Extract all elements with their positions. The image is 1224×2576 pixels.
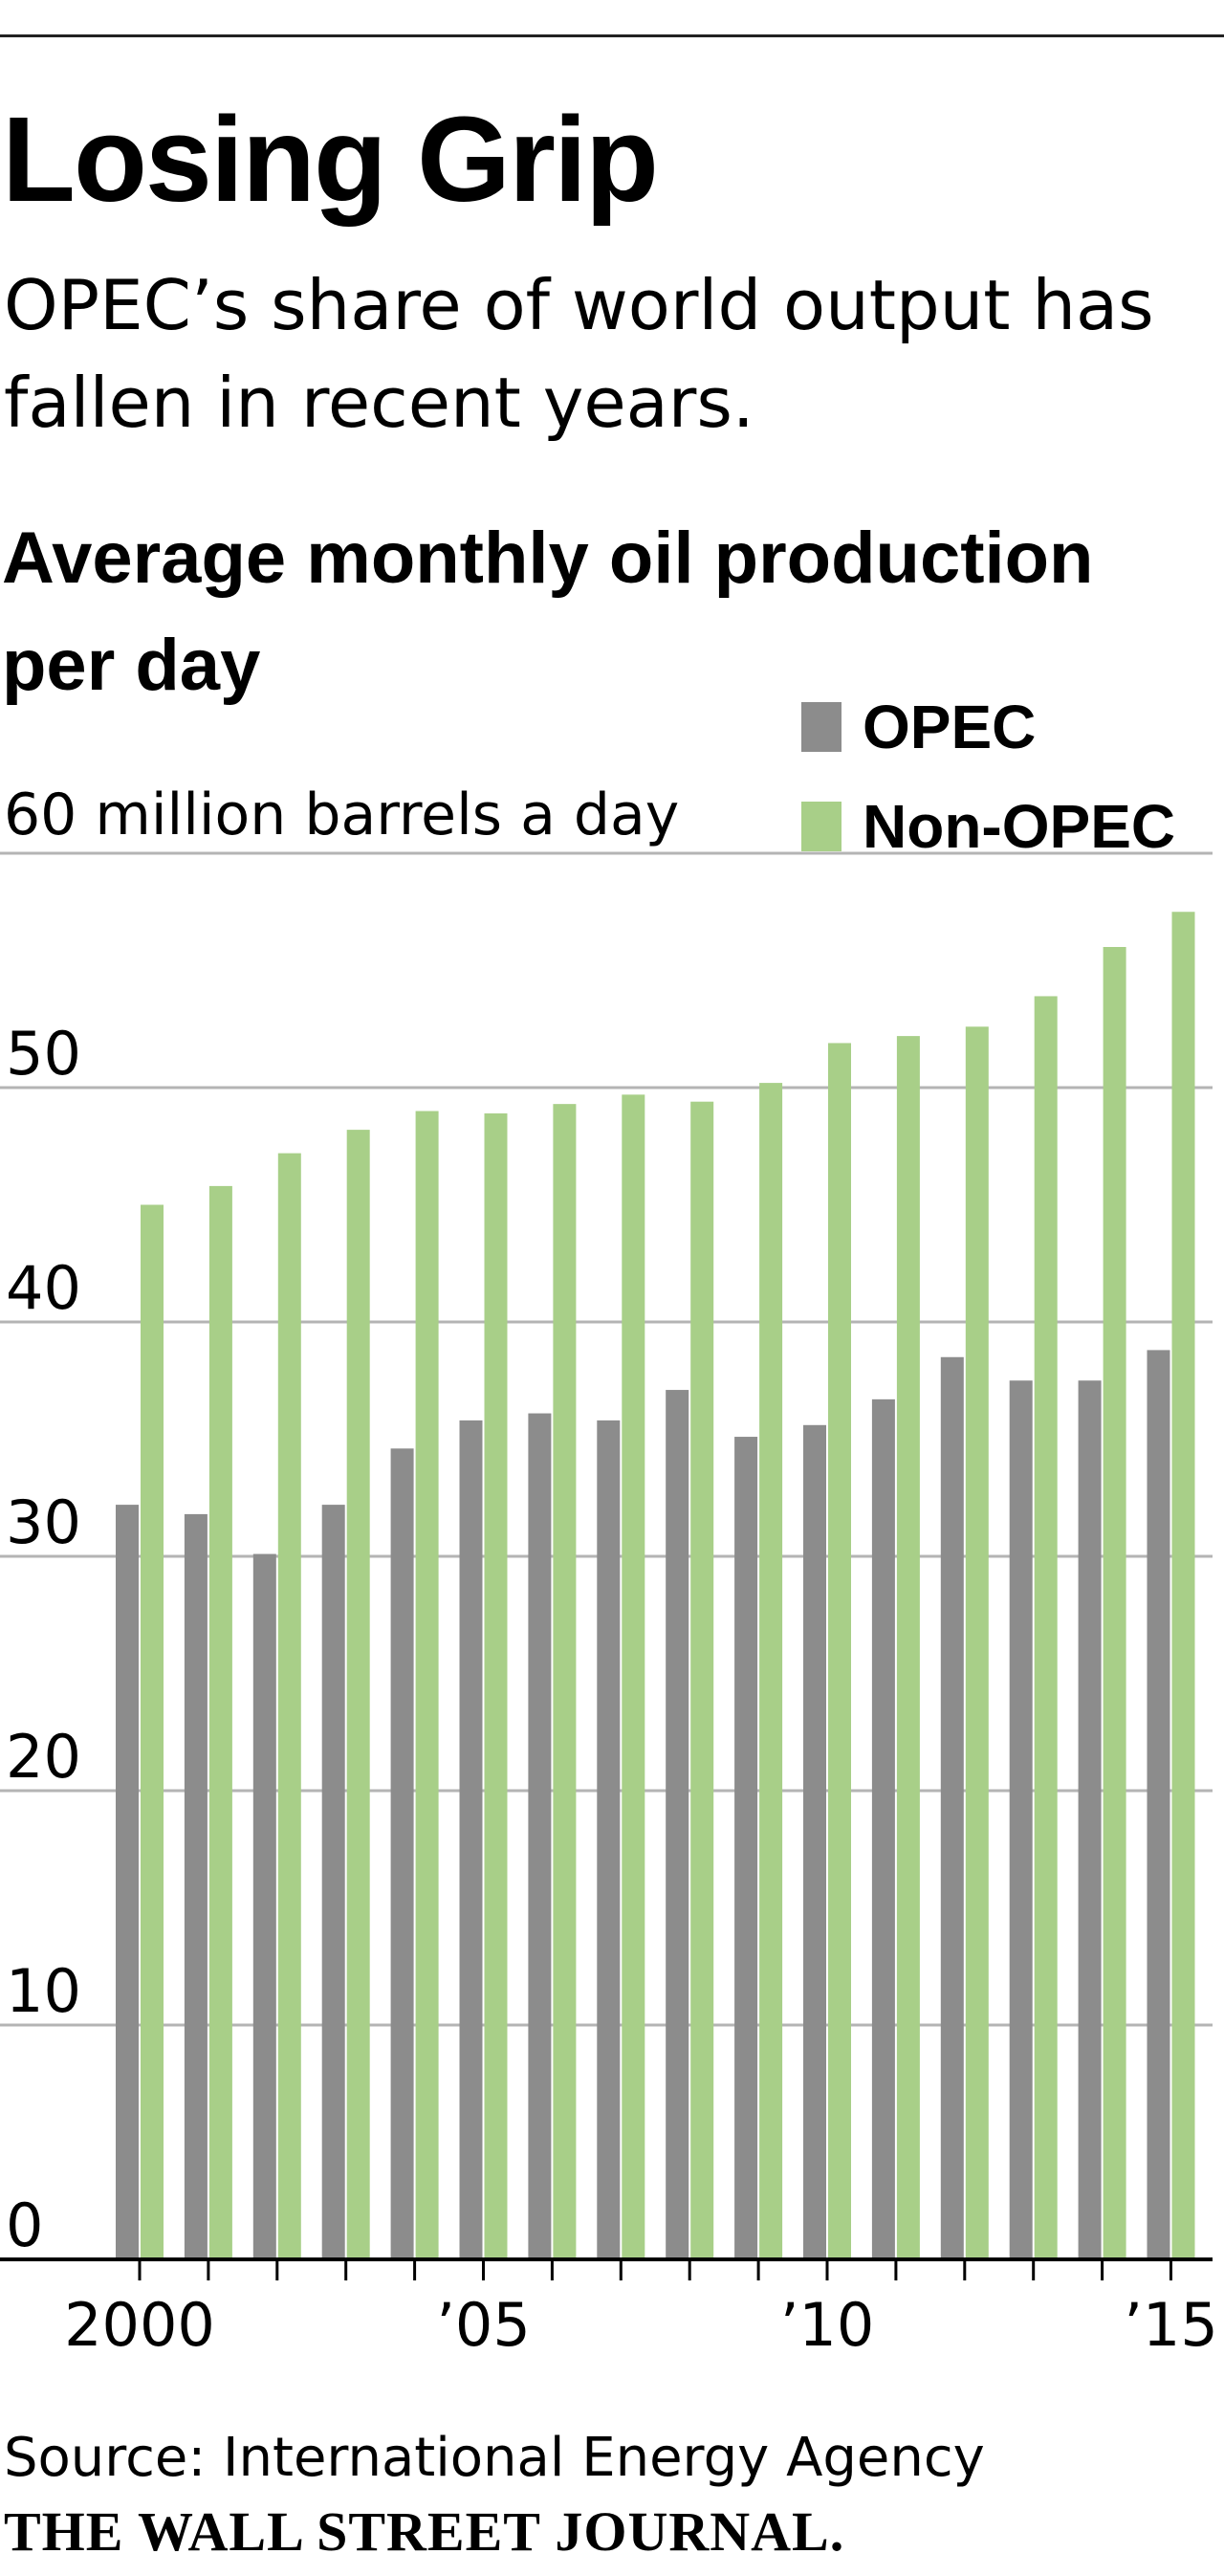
chart-title: Average monthly oil production per day <box>2 517 1094 706</box>
bar-opec-2011 <box>871 1398 895 2259</box>
bar-non-opec-2008 <box>690 1101 714 2259</box>
bar-non-opec-2011 <box>896 1036 920 2259</box>
legend-swatch-opec <box>801 702 842 752</box>
bar-non-opec-2004 <box>415 1111 439 2259</box>
y-tick-label: 20 <box>6 1722 81 1792</box>
y-axis-unit-label: 60 million barrels a day <box>4 782 680 848</box>
subtitle: OPEC’s share of world output has fallen … <box>4 265 1154 443</box>
source-note: Source: International Energy Agency <box>4 2427 985 2489</box>
bar-opec-2014 <box>1078 1380 1102 2259</box>
legend-label-non-opec: Non-OPEC <box>863 792 1176 861</box>
bar-opec-2015 <box>1147 1350 1170 2259</box>
bar-opec-2006 <box>528 1413 552 2259</box>
bar-non-opec-2007 <box>622 1094 645 2259</box>
legend-swatch-non-opec <box>801 802 842 851</box>
legend-item-opec: OPEC <box>801 677 1222 777</box>
bar-non-opec-2015 <box>1171 912 1195 2259</box>
top-rule <box>0 34 1224 37</box>
legend-item-non-opec: Non-OPEC <box>801 777 1222 876</box>
bar-opec-2003 <box>321 1505 345 2259</box>
publisher-credit: THE WALL STREET JOURNAL. <box>4 2500 845 2563</box>
y-tick-label: 30 <box>6 1487 81 1557</box>
bar-non-opec-2002 <box>277 1153 301 2259</box>
bar-opec-2001 <box>184 1513 208 2259</box>
x-tick-label: ’10 <box>780 2290 875 2360</box>
bar-non-opec-2009 <box>759 1083 783 2259</box>
y-tick-label: 50 <box>6 1019 81 1089</box>
bar-non-opec-2012 <box>965 1026 989 2259</box>
bar-opec-2004 <box>390 1448 414 2259</box>
bar-opec-2005 <box>459 1420 483 2259</box>
x-tick-label: 2000 <box>64 2290 215 2360</box>
y-tick-label: 10 <box>6 1956 81 2026</box>
y-tick-label: 0 <box>6 2191 43 2260</box>
bar-non-opec-2000 <box>141 1204 164 2259</box>
bar-opec-2002 <box>252 1553 276 2259</box>
bar-non-opec-2006 <box>553 1104 577 2259</box>
legend: OPEC Non-OPEC <box>801 677 1222 876</box>
bar-non-opec-2013 <box>1034 996 1058 2259</box>
y-tick-label: 40 <box>6 1253 81 1323</box>
bar-opec-2013 <box>1009 1380 1033 2259</box>
bar-non-opec-2001 <box>208 1185 232 2259</box>
bar-opec-2008 <box>666 1390 689 2259</box>
bar-non-opec-2010 <box>828 1043 851 2259</box>
bar-non-opec-2003 <box>346 1130 370 2259</box>
bar-opec-2010 <box>803 1424 826 2259</box>
bar-opec-2000 <box>116 1505 139 2259</box>
x-tick-label: ’05 <box>436 2290 531 2360</box>
legend-label-opec: OPEC <box>863 693 1037 761</box>
bar-opec-2012 <box>940 1356 964 2259</box>
headline: Losing Grip <box>2 92 659 227</box>
x-tick-label: ’15 <box>1124 2290 1218 2360</box>
bar-non-opec-2005 <box>484 1112 508 2259</box>
bar-opec-2007 <box>597 1420 621 2259</box>
bar-opec-2009 <box>734 1437 758 2259</box>
bar-non-opec-2014 <box>1103 947 1126 2259</box>
